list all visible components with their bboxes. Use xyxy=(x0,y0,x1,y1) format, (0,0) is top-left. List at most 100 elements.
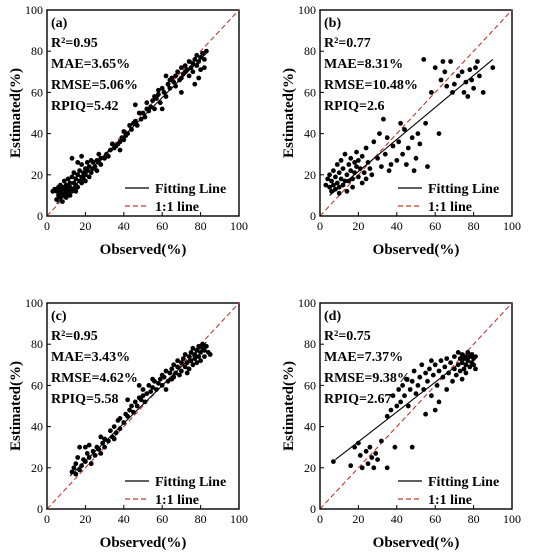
plot-frame xyxy=(46,9,240,217)
x-tick-label: 0 xyxy=(44,219,50,233)
data-point xyxy=(469,77,475,83)
data-point xyxy=(354,164,359,170)
x-tick-label: 100 xyxy=(503,512,521,526)
data-point xyxy=(190,345,196,351)
data-point xyxy=(200,50,205,56)
data-point xyxy=(169,75,175,81)
data-point xyxy=(129,403,134,409)
data-point xyxy=(436,368,442,374)
data-point xyxy=(455,73,461,79)
data-point xyxy=(371,465,377,471)
data-point xyxy=(425,164,430,170)
data-point xyxy=(329,178,334,184)
panel-label: (b) xyxy=(324,16,341,31)
data-point xyxy=(54,197,59,202)
y-tick-label: 60 xyxy=(31,378,43,392)
legend-ref-label: 1:1 line xyxy=(155,493,199,508)
data-point xyxy=(467,364,473,370)
data-point xyxy=(77,168,82,174)
data-point xyxy=(377,131,382,136)
data-point xyxy=(184,370,190,376)
data-point xyxy=(373,451,379,456)
data-point xyxy=(459,352,465,357)
data-point xyxy=(75,160,81,165)
data-point xyxy=(157,100,163,106)
data-point xyxy=(192,352,198,357)
data-point xyxy=(106,153,111,159)
data-point xyxy=(83,444,88,450)
data-point xyxy=(190,69,196,75)
data-point xyxy=(121,137,127,143)
data-point xyxy=(73,471,79,477)
data-point xyxy=(413,155,419,161)
stat-rpiq: RPIQ=2.6 xyxy=(324,99,384,114)
data-point xyxy=(432,407,438,413)
stats-block: R²=0.77 MAE=8.31% RMSE=10.48% RPIQ=2.6 xyxy=(324,36,418,114)
data-point xyxy=(448,59,453,64)
data-point xyxy=(84,160,90,165)
data-point xyxy=(459,360,465,366)
x-tick-label: 80 xyxy=(195,219,207,233)
x-tick-label: 60 xyxy=(156,219,168,233)
data-point xyxy=(423,120,428,126)
y-tick-label: 100 xyxy=(298,3,316,17)
data-point xyxy=(175,358,181,364)
panel-label: (c) xyxy=(51,309,67,324)
data-point xyxy=(340,166,346,172)
data-point xyxy=(436,399,442,405)
data-point xyxy=(448,360,453,366)
data-point xyxy=(159,85,165,91)
data-point xyxy=(86,442,92,448)
fitting-line xyxy=(335,352,474,460)
data-point xyxy=(371,139,377,145)
data-point xyxy=(409,378,415,384)
data-point xyxy=(165,378,171,384)
data-point xyxy=(325,176,331,182)
data-point xyxy=(132,102,138,108)
x-tick-label: 100 xyxy=(230,512,248,526)
data-point xyxy=(384,413,390,419)
y-tick-label: 80 xyxy=(304,44,316,58)
x-tick-label: 60 xyxy=(429,512,441,526)
data-point xyxy=(198,67,204,73)
data-point xyxy=(348,463,354,469)
data-point xyxy=(63,182,69,188)
data-point xyxy=(354,149,359,155)
data-point xyxy=(367,166,373,172)
y-tick-label: 100 xyxy=(25,3,43,17)
data-point xyxy=(331,168,336,174)
data-point xyxy=(363,176,369,182)
stats-block: R²=0.95 MAE=3.43% RMSE=4.62% RPIQ=5.58 xyxy=(51,329,138,407)
data-point xyxy=(440,59,446,64)
data-point xyxy=(140,393,146,399)
data-point xyxy=(69,155,75,161)
legend: Fitting Line 1:1 line xyxy=(398,182,499,215)
data-point xyxy=(473,65,478,71)
data-point xyxy=(150,98,155,103)
x-axis-label: Observed(%) xyxy=(373,535,460,551)
y-tick-label: 80 xyxy=(304,337,316,351)
data-point xyxy=(384,135,390,141)
data-point xyxy=(463,362,469,368)
y-axis-ticks: 0 20 40 60 80 100 xyxy=(25,3,51,223)
data-point xyxy=(400,151,405,157)
data-point xyxy=(98,434,104,440)
data-point xyxy=(96,151,102,157)
y-tick-label: 40 xyxy=(304,127,316,141)
x-tick-label: 0 xyxy=(317,219,323,233)
data-point xyxy=(77,444,82,450)
stat-mae: MAE=8.31% xyxy=(324,57,403,72)
data-point xyxy=(336,170,342,176)
data-point xyxy=(348,155,354,161)
y-tick-label: 80 xyxy=(31,337,43,351)
y-tick-label: 0 xyxy=(37,502,43,516)
data-point xyxy=(477,73,482,79)
y-tick-label: 100 xyxy=(298,296,316,310)
data-point xyxy=(450,378,455,384)
data-point xyxy=(61,178,67,184)
data-point xyxy=(415,383,421,388)
data-point xyxy=(381,116,386,122)
scatter-points xyxy=(50,48,209,205)
panel-label: (d) xyxy=(324,309,341,324)
stat-mae: MAE=3.43% xyxy=(51,350,130,365)
